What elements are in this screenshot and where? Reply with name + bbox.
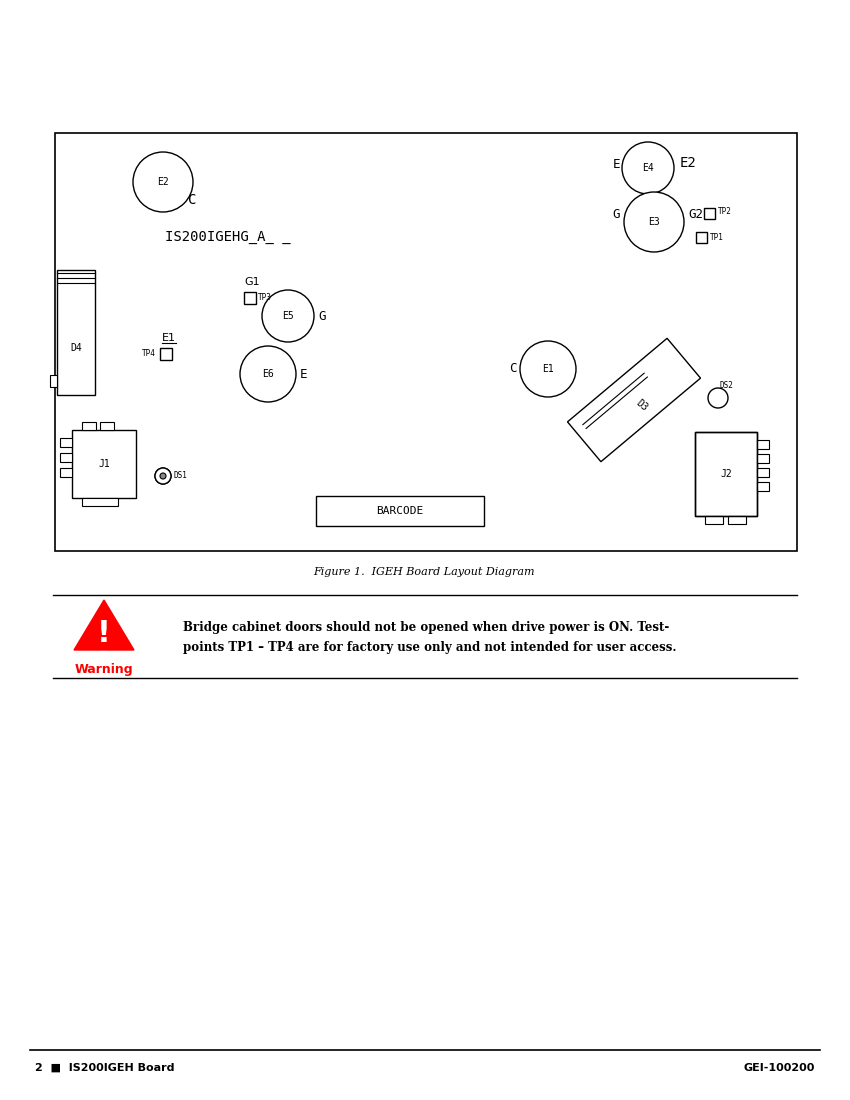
Text: C: C: [509, 363, 517, 375]
Text: G: G: [318, 309, 326, 322]
Bar: [57, 270, 95, 395]
Bar: [757, 440, 769, 449]
Text: E2: E2: [157, 177, 169, 187]
Bar: [705, 516, 723, 524]
Bar: [757, 482, 769, 491]
Circle shape: [155, 468, 171, 484]
Bar: [60, 453, 72, 462]
Text: Bridge cabinet doors should not be opened when drive power is ON. Test-: Bridge cabinet doors should not be opene…: [183, 621, 669, 635]
Text: G2: G2: [688, 208, 703, 220]
Text: IS200IGEHG_A_ _: IS200IGEHG_A_ _: [165, 230, 291, 244]
Text: BARCODE: BARCODE: [377, 506, 423, 516]
Text: G1: G1: [244, 277, 259, 287]
Polygon shape: [74, 600, 134, 650]
Bar: [728, 516, 746, 524]
Text: E3: E3: [648, 217, 660, 227]
Text: DS2: DS2: [720, 382, 734, 390]
Text: TP3: TP3: [258, 293, 272, 301]
Bar: [695, 432, 757, 516]
Text: D4: D4: [70, 343, 82, 353]
Text: E1: E1: [542, 364, 554, 374]
Text: TP4: TP4: [142, 349, 156, 358]
Text: !: !: [97, 619, 111, 649]
Circle shape: [624, 192, 684, 252]
Bar: [695, 432, 757, 516]
Circle shape: [155, 468, 171, 484]
Text: E: E: [613, 158, 620, 172]
Bar: [160, 348, 172, 360]
Text: J2: J2: [720, 469, 732, 478]
Text: C: C: [188, 192, 196, 207]
Bar: [568, 339, 700, 462]
Text: E1: E1: [162, 333, 176, 343]
Text: E5: E5: [282, 311, 294, 321]
Text: points TP1 – TP4 are for factory use only and not intended for user access.: points TP1 – TP4 are for factory use onl…: [183, 641, 677, 654]
Circle shape: [160, 473, 166, 478]
Circle shape: [133, 152, 193, 212]
Text: GEI-100200: GEI-100200: [744, 1063, 815, 1072]
Bar: [72, 430, 136, 498]
Text: D3: D3: [634, 397, 649, 412]
Text: Figure 1.  IGEH Board Layout Diagram: Figure 1. IGEH Board Layout Diagram: [314, 566, 535, 578]
Bar: [696, 232, 707, 243]
Circle shape: [155, 468, 171, 484]
Bar: [60, 468, 72, 477]
Text: E6: E6: [262, 368, 274, 379]
Circle shape: [240, 346, 296, 402]
Text: E: E: [300, 367, 308, 381]
Text: J1: J1: [98, 459, 110, 469]
Bar: [757, 468, 769, 477]
Bar: [50, 375, 57, 387]
Text: DS1: DS1: [174, 472, 188, 481]
Bar: [244, 292, 256, 304]
Text: TP2: TP2: [718, 208, 732, 217]
Bar: [60, 438, 72, 447]
Text: Warning: Warning: [75, 663, 133, 676]
Bar: [695, 432, 709, 516]
Text: E4: E4: [642, 163, 654, 173]
Text: 2  ■  IS200IGEH Board: 2 ■ IS200IGEH Board: [35, 1063, 174, 1072]
Bar: [100, 422, 114, 430]
Bar: [82, 498, 118, 506]
Bar: [757, 454, 769, 463]
Text: TP1: TP1: [710, 232, 724, 242]
Bar: [82, 422, 96, 430]
Bar: [704, 208, 715, 219]
Circle shape: [262, 290, 314, 342]
Circle shape: [622, 142, 674, 194]
Bar: [316, 496, 484, 526]
Text: G: G: [613, 209, 620, 221]
Circle shape: [520, 341, 576, 397]
Circle shape: [708, 388, 728, 408]
Bar: [55, 133, 797, 551]
Text: E2: E2: [680, 156, 697, 170]
